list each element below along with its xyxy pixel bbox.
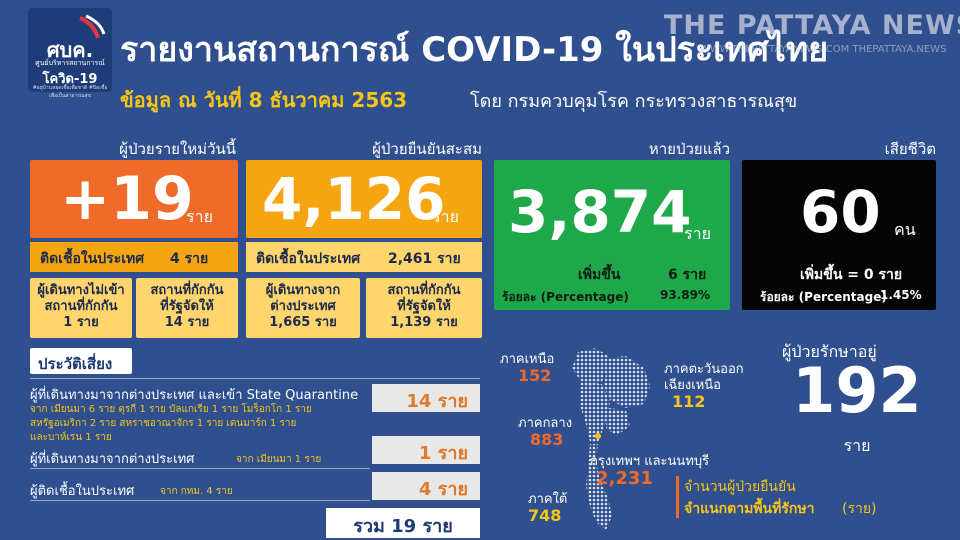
- new-cases-header: ผู้ป่วยรายใหม่วันนี้: [119, 140, 236, 158]
- legend-accent-bar: [676, 476, 679, 518]
- region-south-value: 748: [528, 506, 562, 525]
- risk-row-value: 14 ราย: [372, 384, 480, 412]
- deaths-header: เสียชีวิต: [884, 140, 936, 158]
- map-region-central: [580, 382, 610, 442]
- risk-divider: [30, 500, 370, 501]
- new-cases-local-bar: [30, 242, 238, 272]
- logo-main-text: ศบค.: [46, 38, 94, 62]
- recovered-pct-value: 93.89%: [660, 288, 710, 302]
- region-northeast-value: 112: [672, 392, 706, 411]
- new-cases-local-value: 4 ราย: [170, 251, 209, 267]
- recovered-value: 3,874: [508, 178, 692, 246]
- risk-row-value: 1 ราย: [372, 436, 480, 464]
- deaths-pct-value: 1.45%: [880, 288, 922, 302]
- risk-total: รวม 19 ราย: [326, 508, 480, 538]
- risk-history-title: ประวัติเสี่ยง: [30, 348, 132, 374]
- recovered-unit: ราย: [684, 224, 711, 243]
- new-cases-value: +19: [60, 164, 194, 234]
- deaths-pct-label: ร้อยละ (Percentage): [760, 290, 887, 304]
- cumulative-value: 4,126: [262, 165, 446, 233]
- box-value: 14 ราย: [164, 315, 210, 330]
- new-cases-card: [30, 160, 238, 238]
- risk-divider: [30, 378, 480, 379]
- box-line: สถานที่กักกัน: [150, 283, 224, 298]
- risk-row-label: ผู้ที่เดินทางมาจากต่างประเทศ: [30, 452, 195, 467]
- logo-swoosh-icon: [79, 14, 106, 39]
- cumulative-box-abroad: ผู้เดินทางจาก ต่างประเทศ 1,665 ราย: [246, 278, 360, 338]
- watermark-title: THE PATTAYA NEWS: [664, 10, 960, 41]
- page-title: รายงานสถานการณ์ COVID-19 ในประเทศไทย: [120, 30, 829, 70]
- deaths-card: [742, 160, 936, 310]
- thailand-map: [572, 348, 650, 530]
- recovered-increase-label: เพิ่มขึ้น: [578, 267, 621, 283]
- box-line: ที่รัฐจัดให้: [160, 299, 214, 314]
- cumulative-box-state-quarantine: สถานที่กักกัน ที่รัฐจัดให้ 1,139 ราย: [366, 278, 482, 338]
- legend-line1: จำนวนผู้ป่วยยืนยัน: [684, 479, 796, 495]
- cumulative-local-value: 2,461 ราย: [388, 251, 461, 267]
- risk-divider: [30, 468, 370, 469]
- region-northeast-name-line2: เฉียงเหนือ: [664, 378, 721, 393]
- region-bangkok-name: กรุงเทพฯ และนนทบุรี: [590, 454, 710, 469]
- region-north-value: 152: [518, 366, 552, 385]
- cumulative-card: [246, 160, 482, 238]
- box-line: ผู้เดินทางจาก: [265, 283, 341, 298]
- new-cases-box-state-quarantine: สถานที่กักกัน ที่รัฐจัดให้ 14 ราย: [136, 278, 238, 338]
- new-cases-local-label: ติดเชื้อในประเทศ: [40, 251, 145, 267]
- risk-row-detail: จาก เมียนมา 1 ราย: [236, 454, 322, 465]
- region-central-value: 883: [530, 430, 564, 449]
- cumulative-local-label: ติดเชื้อในประเทศ: [256, 251, 361, 267]
- cumulative-unit: ราย: [432, 207, 459, 226]
- risk-row-value: 4 ราย: [372, 472, 480, 500]
- risk-row-label: ผู้ที่เดินทางมาจากต่างประเทศ และเข้า Sta…: [30, 388, 359, 403]
- logo-sub-text: ศูนย์บริหารสถานการณ์: [35, 59, 105, 67]
- region-north-name: ภาคเหนือ: [500, 352, 555, 367]
- in-treatment-label: ผู้ป่วยรักษาอยู่: [782, 342, 877, 361]
- risk-row-detail: จาก กทม. 4 ราย: [160, 486, 233, 497]
- recovered-card: [494, 160, 730, 310]
- map-region-east: [606, 408, 630, 436]
- map-region-south: [586, 444, 612, 530]
- box-line: สถานที่กักกัน: [44, 299, 118, 314]
- map-region-northeast: [604, 356, 650, 408]
- risk-row-label: ผู้ติดเชื้อในประเทศ: [30, 484, 135, 499]
- map-bangkok-marker: [595, 433, 601, 439]
- logo-covid-text: โควิด-19: [42, 72, 98, 87]
- region-central-name: ภาคกลาง: [518, 416, 573, 431]
- deaths-increase-text: เพิ่มขึ้น = 0 ราย: [800, 267, 903, 283]
- box-line: สถานที่กักกัน: [387, 283, 461, 298]
- cumulative-local-bar: [246, 242, 482, 272]
- risk-row-detail: สหรัฐอเมริกา 2 ราย สหราชอาณาจักร 1 ราย เ…: [30, 418, 297, 429]
- recovered-pct-label: ร้อยละ (Percentage): [502, 290, 629, 304]
- in-treatment-value: 192: [792, 354, 922, 427]
- report-date: ข้อมูล ณ วันที่ 8 ธันวาคม 2563: [120, 88, 408, 112]
- new-cases-box-no-quarantine: ผู้เดินทางไม่เข้า สถานที่กักกัน 1 ราย: [30, 278, 132, 338]
- deaths-unit: คน: [894, 220, 916, 239]
- new-cases-unit: ราย: [186, 207, 213, 226]
- report-source: โดย กรมควบคุมโรค กระทรวงสาธารณสุข: [470, 91, 798, 112]
- box-line: ต่างประเทศ: [270, 299, 336, 314]
- region-northeast-name: ภาคตะวันออก: [664, 362, 744, 377]
- box-value: 1 ราย: [63, 315, 99, 330]
- logo-hashtag-text: #อยู่บ้านหยุดเชื้อเพื่อชาติ #ปิดเชื้อเพื…: [32, 85, 108, 99]
- cumulative-header: ผู้ป่วยยืนยันสะสม: [372, 140, 482, 158]
- region-south-name: ภาคใต้: [528, 492, 568, 507]
- deaths-value: 60: [800, 178, 881, 246]
- risk-row-detail: จาก เมียนมา 6 ราย ตุรกี 1 ราย บัลแกเรีย …: [30, 404, 312, 415]
- logo: ศบค. ศูนย์บริหารสถานการณ์ โควิด-19 #อยู่…: [28, 8, 112, 99]
- box-value: 1,665 ราย: [269, 315, 337, 330]
- recovered-header: หายป่วยแล้ว: [648, 140, 730, 158]
- legend-line2: จำแนกตามพื้นที่รักษา: [684, 501, 815, 517]
- map-region-north: [572, 348, 608, 386]
- watermark-url: WWW.THEPATTAYANEWS.COM THEPATTAYA.NEWS: [700, 44, 947, 55]
- risk-row-detail: และบาห์เรน 1 ราย: [30, 432, 112, 443]
- in-treatment-unit: ราย: [843, 436, 871, 455]
- legend-unit: (ราย): [842, 501, 877, 517]
- box-line: ผู้เดินทางไม่เข้า: [37, 283, 125, 298]
- box-line: ที่รัฐจัดให้: [397, 299, 451, 314]
- box-value: 1,139 ราย: [390, 315, 458, 330]
- recovered-increase-value: 6 ราย: [668, 267, 707, 283]
- region-bangkok-value: 2,231: [596, 468, 653, 489]
